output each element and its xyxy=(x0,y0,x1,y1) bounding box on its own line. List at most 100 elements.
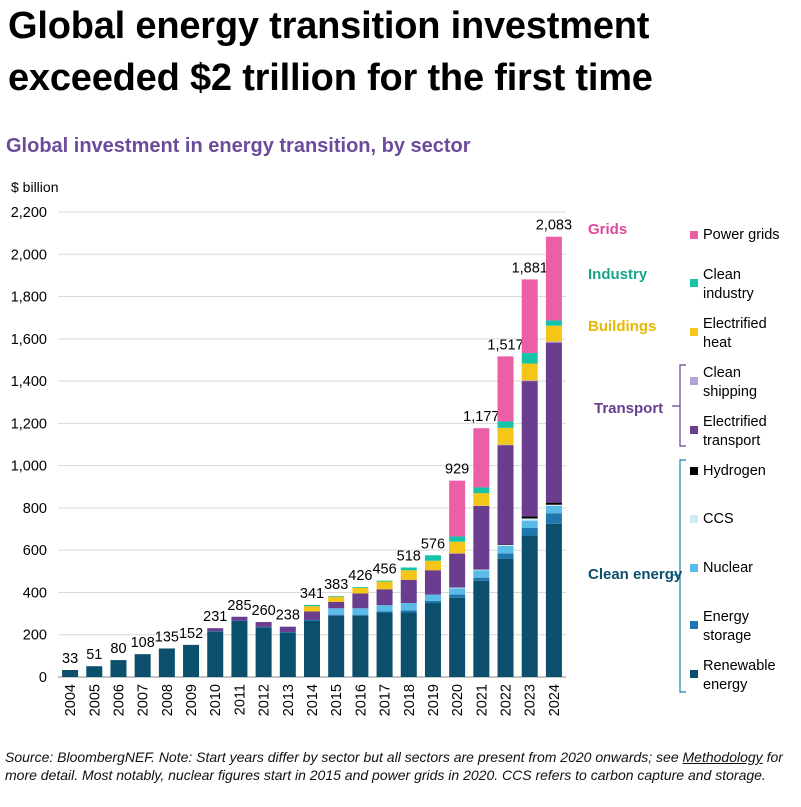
x-tick-label: 2024 xyxy=(547,684,563,716)
legend-label: CCS xyxy=(703,511,734,527)
y-tick-label: 1,400 xyxy=(11,374,47,390)
bar-segment xyxy=(545,325,562,342)
y-tick-label: 2,200 xyxy=(11,205,47,221)
x-tick-label: 2018 xyxy=(402,684,418,716)
bar-segment xyxy=(400,610,417,613)
total-label: 518 xyxy=(397,549,421,565)
bracket xyxy=(672,459,686,693)
x-tick-label: 2021 xyxy=(474,684,490,716)
bar-segment xyxy=(545,342,562,503)
bar-segment xyxy=(449,597,466,677)
bar-segment xyxy=(352,615,369,677)
x-tick-label: 2011 xyxy=(232,684,248,715)
bar-segment xyxy=(424,594,441,601)
bar-segment xyxy=(400,567,417,571)
bar-segment xyxy=(328,596,345,602)
x-tick-label: 2015 xyxy=(329,684,345,716)
total-label: 1,881 xyxy=(512,260,548,276)
legend-label: Clean industry xyxy=(703,267,754,302)
bar-segment xyxy=(521,527,538,536)
x-tick-label: 2020 xyxy=(450,684,466,716)
bar-segment xyxy=(521,279,538,353)
bar-segment xyxy=(545,523,562,677)
bar-segment xyxy=(279,632,296,677)
bar-segment xyxy=(400,579,417,604)
bar-segment xyxy=(352,608,369,615)
legend-group-label: Clean energy xyxy=(588,566,683,583)
bar-segment xyxy=(497,558,514,677)
bar-segment xyxy=(183,644,200,677)
bar-segment xyxy=(376,611,393,613)
bar-segment xyxy=(110,660,127,677)
x-tick-label: 2022 xyxy=(499,684,515,716)
y-tick-label: 1,800 xyxy=(11,290,47,306)
bar-segment xyxy=(328,608,345,615)
bar-segment xyxy=(497,356,514,422)
chart-subtitle: Global investment in energy transition, … xyxy=(6,135,471,157)
legend-label: Hydrogen xyxy=(703,463,766,479)
total-label: 383 xyxy=(324,577,348,593)
x-tick-label: 2009 xyxy=(184,684,200,716)
x-tick-label: 2004 xyxy=(63,684,79,716)
bar-segment xyxy=(400,603,417,611)
legend-swatch xyxy=(690,670,698,678)
bar-segment xyxy=(424,560,441,571)
bar-segment xyxy=(86,666,103,677)
bar-segment xyxy=(158,648,175,677)
total-label: 152 xyxy=(179,626,203,642)
bar-segment xyxy=(521,518,538,521)
legend-swatch xyxy=(690,467,698,475)
legend-label: Clean shipping xyxy=(703,365,758,400)
bar-segment xyxy=(521,520,538,528)
legend-group-label: Buildings xyxy=(588,318,657,335)
bar-segment xyxy=(304,620,320,677)
bar-segment xyxy=(545,236,562,321)
x-tick-label: 2023 xyxy=(523,684,539,716)
bar-segment xyxy=(473,428,490,488)
bar-segment xyxy=(497,545,514,554)
bar-segment xyxy=(352,614,369,616)
bar-segment xyxy=(376,589,393,606)
bar-segment xyxy=(521,352,538,364)
bar-segment xyxy=(449,553,466,588)
bar-segment xyxy=(424,603,441,677)
bar-segment xyxy=(521,381,538,517)
bar-segment xyxy=(304,611,320,620)
legend-label: Energy storage xyxy=(703,609,752,644)
legend-label: Nuclear xyxy=(703,560,753,576)
x-tick-label: 2017 xyxy=(378,684,394,716)
bar-segment xyxy=(400,570,417,580)
bar-segment xyxy=(207,631,224,677)
y-tick-label: 0 xyxy=(39,670,47,686)
y-tick-label: 1,200 xyxy=(11,416,47,432)
legend-label: Electrified heat xyxy=(703,316,767,351)
legend-label: Electrified transport xyxy=(703,414,767,449)
bar-segment xyxy=(304,604,320,607)
bar-segment xyxy=(134,654,151,677)
legend-swatch xyxy=(690,231,698,239)
bar-segment xyxy=(473,506,490,570)
total-label: 231 xyxy=(203,609,227,625)
x-tick-label: 2014 xyxy=(305,684,321,716)
y-tick-label: 1,600 xyxy=(11,332,47,348)
legend-swatch xyxy=(690,515,698,523)
total-label: 341 xyxy=(300,586,324,602)
total-label: 108 xyxy=(131,635,155,651)
bar-segment xyxy=(207,628,224,632)
chart-title: Global energy transition investment exce… xyxy=(8,5,653,99)
total-label: 929 xyxy=(445,462,469,478)
bar-segment xyxy=(304,619,320,621)
total-label: 1,517 xyxy=(487,337,523,353)
total-label: 576 xyxy=(421,536,445,552)
bar-segment xyxy=(521,516,538,519)
total-label: 135 xyxy=(155,629,179,645)
bar-segment xyxy=(449,587,466,589)
total-label: 51 xyxy=(86,647,102,663)
bar-segment xyxy=(449,588,466,595)
legend-swatch xyxy=(690,621,698,629)
bar-segment xyxy=(545,505,562,514)
total-label: 260 xyxy=(252,603,276,619)
x-tick-label: 2013 xyxy=(281,684,297,716)
bar-segment xyxy=(545,513,562,524)
y-tick-label: 600 xyxy=(23,543,47,559)
